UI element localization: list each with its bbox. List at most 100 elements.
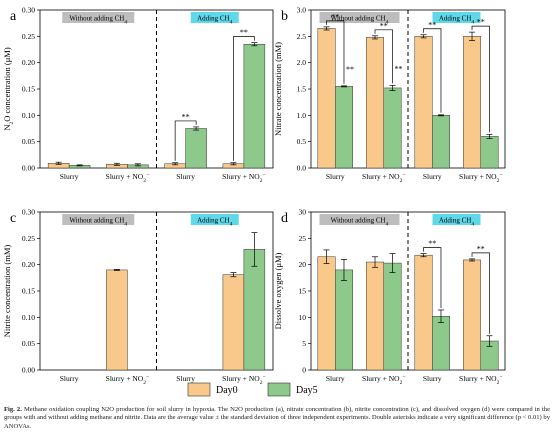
legend-swatch-day5 [267,382,291,397]
legend: Day0 Day5 [187,382,318,397]
bar-day0-3 [414,36,433,169]
without-ch4-label: Without adding CH4 [69,217,127,228]
significance-label: ** [428,20,436,29]
adding-ch4-label-box [190,12,239,23]
adding-ch4-label-box [432,214,481,225]
y-tick-label: 0.10 [22,313,35,322]
panel-d: d 0 5 10 15 20 25 30 Dissolve oxygen (μM) Without… [273,208,506,386]
y-axis-label: Dissolve oxygen (μM) [273,252,283,329]
without-ch4-label-box [62,214,135,225]
without-ch4-label: Without adding CH4 [331,217,389,228]
bar-day5-4 [480,136,499,169]
significance-label-side: ** [346,65,354,74]
adding-ch4-label: Adding CH4 [439,217,474,228]
x-tick-label: Slurry [326,374,345,383]
x-tick-label: Slurry [176,374,195,383]
significance-bracket [471,25,490,133]
bar-day0-1 [317,28,336,169]
without-ch4-label-box [319,214,400,225]
y-tick-label: 0.10 [22,111,35,120]
panel-a: a 0.00 0.05 0.10 0.15 0.20 0.25 0.30 N2O concent… [2,6,274,184]
significance-bracket [374,29,393,84]
legend-swatch-day0 [187,382,211,397]
y-tick-label: 0.05 [22,339,35,348]
without-ch4-label-box [62,12,135,23]
y-tick-label: 2.0 [297,58,307,67]
without-ch4-label-box [319,12,400,23]
y-tick-label: 30 [299,208,307,217]
significance-bracket [326,20,345,84]
panel-letter: d [281,211,288,226]
x-tick-label: Slurry [60,172,79,181]
y-tick-label: 0.30 [22,208,35,217]
significance-bracket [423,247,442,308]
figure: a 0.00 0.05 0.10 0.15 0.20 0.25 0.30 N2O concent… [2,6,506,397]
bar-day0-2 [366,37,385,169]
y-tick-label: 0.00 [22,366,35,375]
bar-day0-2 [366,261,385,371]
y-tick-label: 0.0 [297,164,307,173]
x-tick-label: Slurry + NO2− [362,374,405,386]
significance-bracket [471,252,490,334]
bar-day5-4 [243,43,266,169]
panel-letter: c [10,211,16,226]
x-tick-label: Slurry [176,172,195,181]
y-tick-label: 3.0 [297,6,307,15]
y-tick-label: 10 [299,313,307,322]
adding-ch4-label: Adding CH4 [197,15,232,26]
significance-label: ** [182,112,190,121]
significance-label: ** [380,21,388,30]
significance-label-side: ** [394,64,402,73]
bar-day5-3 [432,115,450,169]
y-tick-label: 0.00 [22,164,35,173]
panel-c: c 0.00 0.05 0.10 0.15 0.20 0.25 0.30 Nitrite con… [2,208,274,386]
y-tick-label: 0.20 [22,58,35,67]
adding-ch4-label-box [432,12,481,23]
y-tick-label: 2.5 [297,32,307,41]
significance-label: ** [428,239,436,248]
panel-letter: b [281,9,288,24]
bar-day0-3 [414,254,433,371]
x-tick-label: Slurry + NO2− [222,374,265,386]
bar-day5-2 [383,87,402,169]
bar-day0-4 [222,274,245,371]
bar-day5-3 [432,316,450,371]
significance-bracket [423,28,442,113]
y-tick-label: 5 [302,339,306,348]
bar-day0-4 [463,259,482,371]
y-tick-label: 20 [299,260,307,269]
bar-day5-4 [243,249,266,371]
y-axis-label: Nitrite concentration (mM) [2,245,12,338]
x-tick-label: Slurry + NO2− [362,172,405,184]
panel-letter: a [10,9,17,24]
x-tick-label: Slurry + NO2− [222,172,265,184]
bar-day0-1 [317,256,336,371]
x-tick-label: Slurry [423,374,442,383]
y-axis-label: Nitrate concentration (mM) [273,42,283,136]
panel-b: b 0.0 0.5 1.0 1.5 2.0 2.5 3.0 Nitrate concentrat… [273,6,506,184]
y-tick-label: 0.15 [22,287,35,296]
bar-day5-3 [185,128,207,169]
y-tick-label: 0.15 [22,85,35,94]
y-tick-label: 1.5 [297,85,307,94]
without-ch4-label: Without adding CH4 [69,15,127,26]
bar-day5-1 [335,86,353,169]
y-tick-label: 0.05 [22,137,35,146]
y-tick-label: 0.30 [22,6,35,15]
x-tick-label: Slurry + NO2− [459,374,502,386]
significance-label: ** [331,12,339,21]
caption-figure-label: Fig. 2. [4,406,22,413]
significance-bracket [233,36,255,161]
significance-label: ** [240,28,248,37]
y-tick-label: 0.25 [22,32,35,41]
y-axis-label: N2O concentration (μM) [2,47,15,130]
adding-ch4-label: Adding CH4 [197,217,232,228]
figure-caption: Fig. 2. Methane oxidation coupling N2O p… [4,406,550,431]
adding-ch4-label: Adding CH4 [439,15,474,26]
x-tick-label: Slurry [326,172,345,181]
x-tick-label: Slurry + NO2− [106,374,149,386]
y-tick-label: 25 [299,234,307,243]
adding-ch4-label-box [190,214,239,225]
y-tick-label: 0.25 [22,234,35,243]
